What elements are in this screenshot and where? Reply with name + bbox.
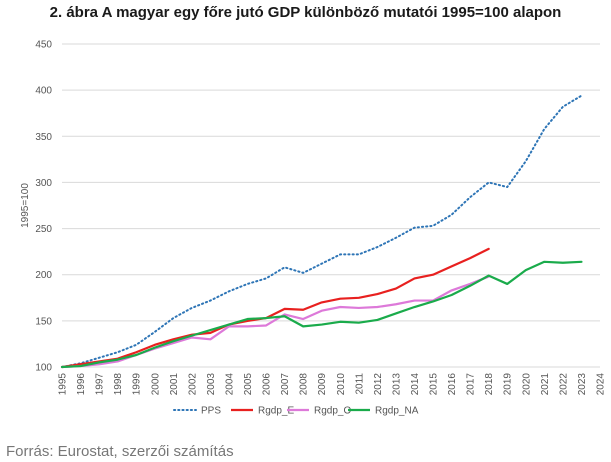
- x-tick-label: 2018: [484, 373, 495, 396]
- x-tick-label: 1999: [132, 373, 143, 396]
- series-line-rgdp-e: [60, 247, 490, 369]
- x-tick-label: 1995: [58, 373, 69, 396]
- x-tick-label: 1997: [95, 373, 106, 396]
- y-tick-label: 400: [35, 86, 52, 97]
- x-tick-label: 2001: [169, 373, 180, 396]
- y-tick-label: 200: [35, 270, 52, 281]
- x-tick-label: 2019: [503, 373, 514, 396]
- legend-label: Rgdp_O: [314, 406, 351, 417]
- x-tick-label: 2007: [280, 373, 291, 396]
- x-tick-label: 2021: [540, 373, 551, 396]
- x-tick-label: 2015: [429, 373, 440, 396]
- y-tick-label: 150: [35, 316, 52, 327]
- x-tick-label: 2017: [466, 373, 477, 396]
- x-tick-label: 2012: [373, 373, 384, 396]
- x-tick-label: 2011: [354, 373, 365, 395]
- x-tick-label: 2016: [447, 373, 458, 396]
- y-tick-label: 300: [35, 178, 52, 189]
- x-tick-label: 2000: [150, 373, 161, 396]
- x-tick-label: 2009: [317, 373, 328, 396]
- y-tick-label: 250: [35, 224, 52, 235]
- x-tick-label: 2006: [262, 373, 273, 396]
- x-tick-label: 2024: [596, 373, 607, 396]
- x-tick-label: 1998: [113, 373, 124, 396]
- x-tick-label: 2008: [299, 373, 310, 396]
- x-tick-label: 2022: [558, 373, 569, 396]
- y-tick-label: 100: [35, 363, 52, 374]
- chart-svg: 100 150 200 250 300 350 400 450 1995=100 1995 1996…: [20, 40, 607, 417]
- y-tick-label: 350: [35, 132, 52, 143]
- y-tick-label: 450: [35, 40, 52, 51]
- x-tick-label: 2004: [224, 373, 235, 396]
- series-line-pps: [61, 94, 583, 368]
- x-tick-label: 2023: [577, 373, 588, 396]
- x-tick-label: 1996: [76, 373, 87, 396]
- series-line-rgdp-o: [60, 275, 490, 369]
- x-tick-label: 2003: [206, 373, 217, 396]
- x-tick-label: 2005: [243, 373, 254, 396]
- source-note: Forrás: Eurostat, szerzői számítás: [6, 443, 234, 460]
- legend-label: Rgdp_NA: [375, 406, 419, 417]
- y-axis-title: 1995=100: [20, 183, 31, 228]
- legend-label: PPS: [201, 406, 221, 417]
- series-line-rgdp-na: [60, 260, 583, 369]
- legend-label: Rgdp_E: [258, 406, 294, 417]
- line-chart: 100 150 200 250 300 350 400 450 1995=100 1995 1996…: [0, 30, 611, 430]
- x-tick-label: 2014: [410, 373, 421, 396]
- x-tick-label: 2010: [336, 373, 347, 396]
- x-tick-label: 2013: [391, 373, 402, 396]
- x-tick-label: 2020: [521, 373, 532, 396]
- x-tick-label: 2002: [187, 373, 198, 396]
- chart-title: 2. ábra A magyar egy főre jutó GDP külön…: [49, 4, 562, 21]
